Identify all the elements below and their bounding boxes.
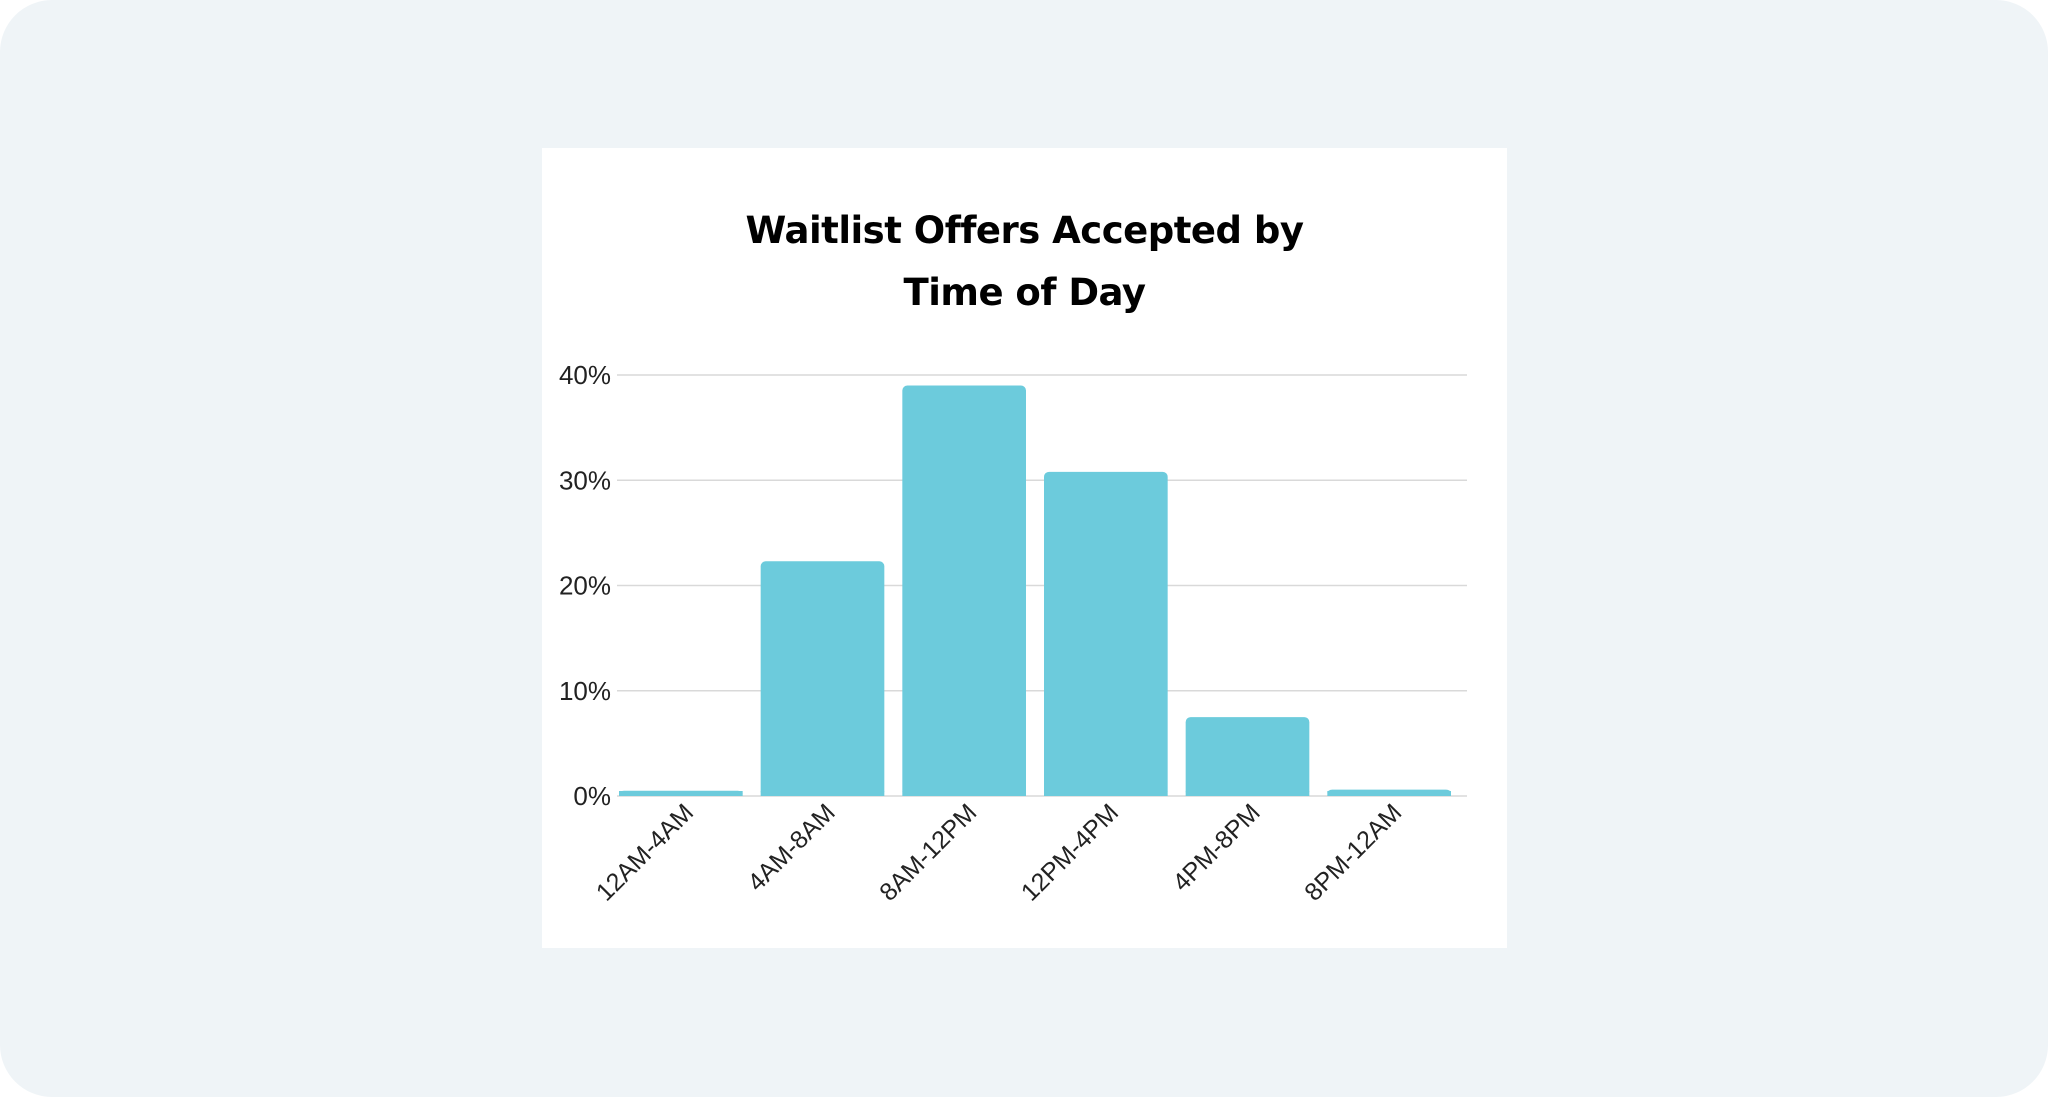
x-tick-label: 8PM-12AM bbox=[1299, 798, 1407, 906]
bar-12pm-4pm bbox=[1044, 471, 1168, 796]
x-tick-label: 12AM-4AM bbox=[591, 798, 699, 906]
x-tick-label: 12PM-4PM bbox=[1016, 798, 1124, 906]
y-tick-label: 0% bbox=[573, 781, 611, 811]
chart-title-line-2: Time of Day bbox=[903, 271, 1146, 314]
bar-4pm-8pm bbox=[1185, 717, 1310, 796]
bar-base bbox=[760, 791, 885, 796]
bar-4am-8am bbox=[760, 561, 885, 796]
bar-8am-12pm bbox=[902, 385, 1026, 796]
chart-title-line-1: Waitlist Offers Accepted by bbox=[745, 209, 1304, 252]
bar-base bbox=[619, 791, 743, 796]
bar-base bbox=[902, 791, 1026, 796]
chart-title: Waitlist Offers Accepted by Time of Day bbox=[542, 200, 1507, 324]
y-tick-label: 20% bbox=[559, 571, 611, 601]
bar-base bbox=[1185, 791, 1310, 796]
bar-base bbox=[1327, 791, 1451, 796]
x-tick-label: 8AM-12PM bbox=[874, 798, 982, 906]
chart-card: Waitlist Offers Accepted by Time of Day … bbox=[542, 148, 1507, 948]
y-tick-label: 10% bbox=[559, 676, 611, 706]
bar-base bbox=[1044, 791, 1168, 796]
x-tick-label: 4PM-8PM bbox=[1167, 798, 1265, 896]
y-tick-label: 30% bbox=[559, 465, 611, 495]
x-tick-label: 4AM-8AM bbox=[742, 798, 840, 896]
bar-chart: 0% 10% 20% 30% 40% 12AM-4AM 4AM-8AM 8AM-12PM 12P… bbox=[559, 360, 1467, 907]
y-tick-label: 40% bbox=[559, 360, 611, 390]
